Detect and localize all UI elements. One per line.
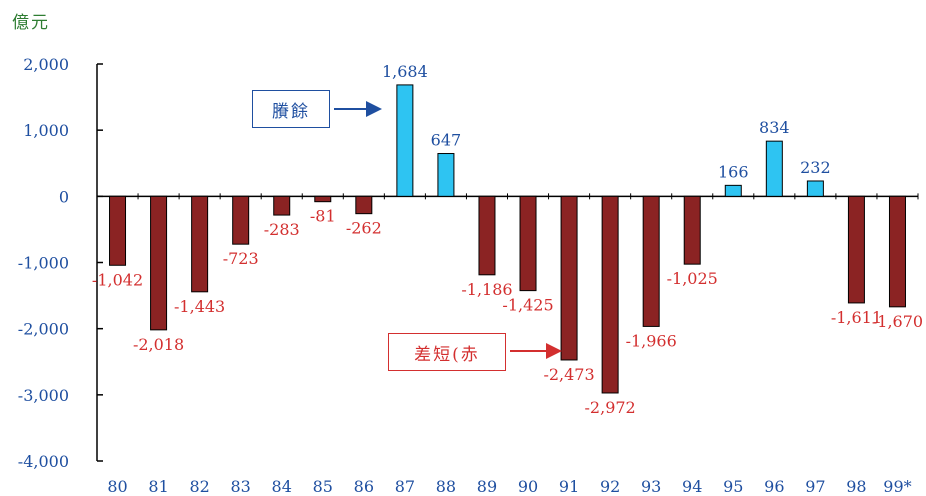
x-tick-label: 99* bbox=[883, 477, 911, 496]
bar-91 bbox=[560, 195, 578, 361]
x-tick-label: 80 bbox=[107, 477, 127, 496]
x-tick-label: 98 bbox=[846, 477, 866, 496]
x-tick-label: 96 bbox=[764, 477, 784, 496]
bar-95 bbox=[724, 184, 742, 197]
deficit-callout: 差短(赤 bbox=[388, 333, 506, 371]
data-label-90: -1,425 bbox=[502, 296, 553, 315]
bar-94 bbox=[683, 195, 701, 265]
y-tick-label: -1,000 bbox=[18, 254, 69, 273]
x-tick-label: 92 bbox=[600, 477, 620, 496]
bar-83 bbox=[232, 195, 250, 245]
arrows-layer bbox=[334, 101, 562, 359]
axis-layer: 2,000 1,000 0 -1,000 -2,000 -3,000 -4,000 bbox=[18, 55, 919, 471]
data-label-84: -283 bbox=[264, 220, 300, 239]
data-label-83: -723 bbox=[223, 249, 259, 268]
bar-82 bbox=[191, 195, 209, 293]
data-label-97: 232 bbox=[800, 158, 831, 177]
x-tick-label: 94 bbox=[682, 477, 702, 496]
bar-92 bbox=[601, 195, 619, 394]
data-label-96: 834 bbox=[759, 118, 790, 137]
y-tick-label: -3,000 bbox=[18, 386, 69, 405]
x-tick-label: 81 bbox=[148, 477, 168, 496]
surplus-callout: 賸餘 bbox=[252, 90, 330, 128]
x-tick-label: 87 bbox=[395, 477, 415, 496]
bar-89 bbox=[478, 195, 496, 276]
x-tick-label: 82 bbox=[189, 477, 209, 496]
bars-layer bbox=[109, 84, 906, 394]
x-tick-label: 86 bbox=[354, 477, 374, 496]
bar-85 bbox=[314, 195, 332, 203]
data-label-85: -81 bbox=[310, 207, 336, 226]
data-label-99*: -1,670 bbox=[872, 312, 923, 331]
data-label-98: -1,611 bbox=[831, 308, 882, 327]
x-tick-label: 89 bbox=[477, 477, 497, 496]
x-tick-label: 88 bbox=[436, 477, 456, 496]
bar-80 bbox=[109, 195, 127, 266]
bar-81 bbox=[150, 195, 168, 331]
data-label-94: -1,025 bbox=[667, 269, 718, 288]
data-label-89: -1,186 bbox=[461, 280, 512, 299]
y-tick-label: 2,000 bbox=[23, 55, 69, 74]
bar-98 bbox=[847, 195, 865, 304]
x-tick-label: 97 bbox=[805, 477, 825, 496]
x-tick-label: 83 bbox=[230, 477, 250, 496]
y-tick-label: -4,000 bbox=[18, 452, 69, 471]
data-label-87: 1,684 bbox=[382, 62, 428, 81]
labels-layer: 80 -1,042 81 -2,018 82 -1,443 83 -723 84 -283 85 -8… bbox=[92, 62, 923, 496]
data-label-95: 166 bbox=[718, 162, 749, 181]
data-label-86: -262 bbox=[346, 219, 382, 238]
bar-90 bbox=[519, 195, 537, 292]
bar-97 bbox=[806, 180, 824, 197]
y-tick-label: -2,000 bbox=[18, 320, 69, 339]
bar-93 bbox=[642, 195, 660, 327]
x-tick-label: 85 bbox=[313, 477, 333, 496]
data-label-91: -2,473 bbox=[543, 365, 594, 384]
bar-96 bbox=[765, 140, 783, 197]
y-tick-label: 1,000 bbox=[23, 121, 69, 140]
x-tick-label: 91 bbox=[559, 477, 579, 496]
bar-84 bbox=[273, 195, 291, 216]
x-tick-label: 93 bbox=[641, 477, 661, 496]
x-tick-label: 95 bbox=[723, 477, 743, 496]
bar-88 bbox=[437, 153, 455, 197]
data-label-93: -1,966 bbox=[626, 331, 677, 350]
unit-label: 億元 bbox=[12, 13, 50, 33]
data-label-88: 647 bbox=[431, 131, 462, 150]
x-tick-label: 90 bbox=[518, 477, 538, 496]
bar-87 bbox=[396, 84, 414, 197]
data-label-82: -1,443 bbox=[174, 297, 225, 316]
data-label-81: -2,018 bbox=[133, 335, 184, 354]
y-tick-label: 0 bbox=[59, 187, 69, 206]
data-label-92: -2,972 bbox=[585, 398, 636, 417]
bar-86 bbox=[355, 195, 373, 215]
data-label-80: -1,042 bbox=[92, 270, 143, 289]
bar-99* bbox=[888, 195, 906, 308]
x-tick-label: 84 bbox=[272, 477, 292, 496]
